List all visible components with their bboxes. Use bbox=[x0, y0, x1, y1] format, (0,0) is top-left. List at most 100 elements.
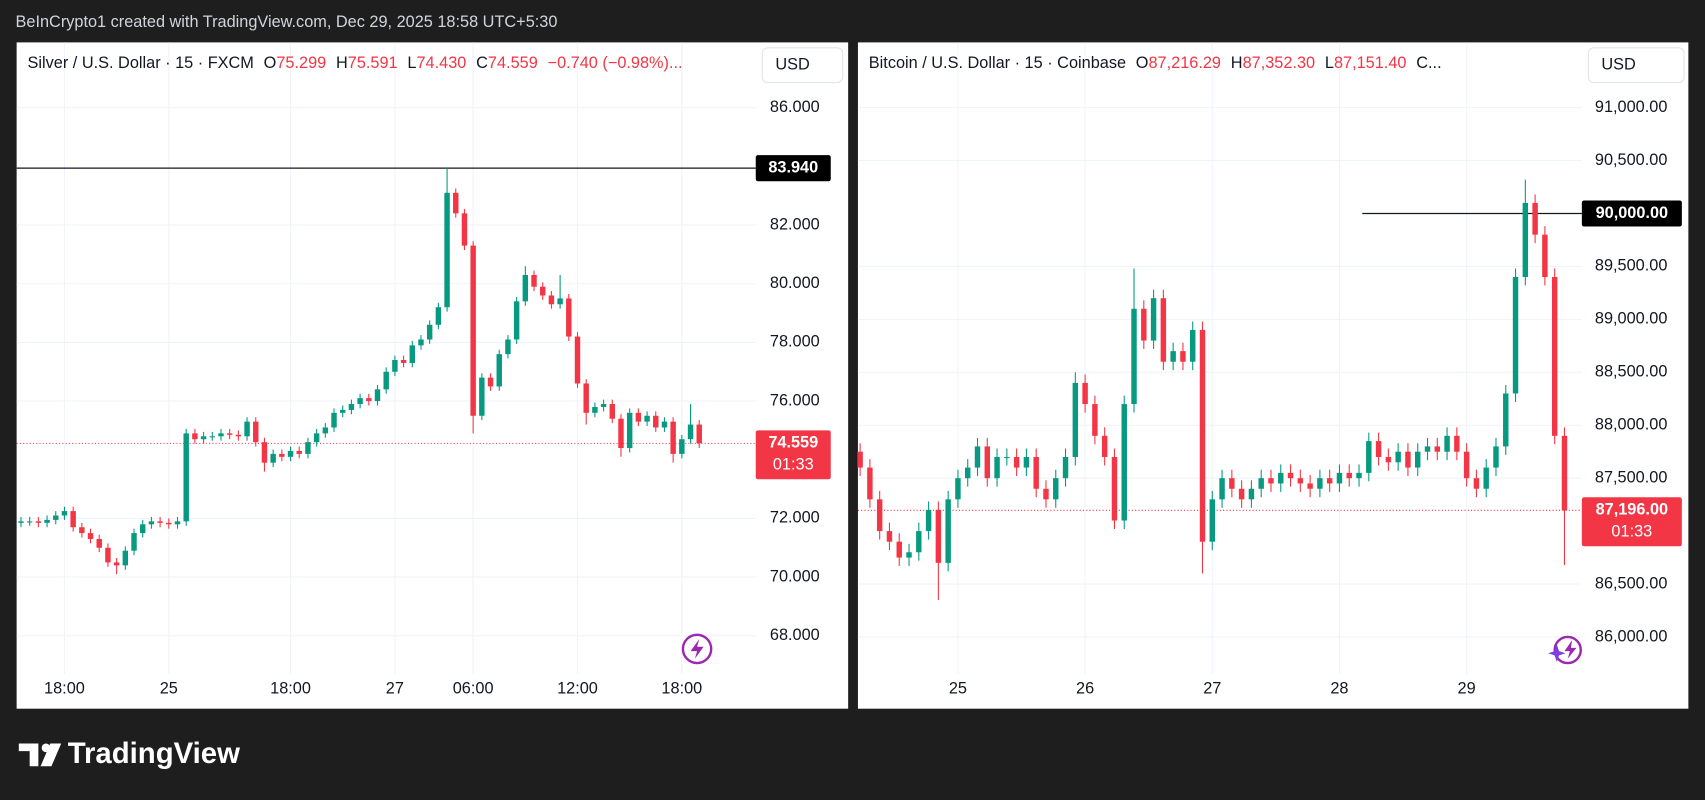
y-tick-label: 86.000 bbox=[770, 98, 820, 116]
last-price-label: 87,196.00 bbox=[1596, 501, 1669, 519]
y-tick-label: 88,000.00 bbox=[1595, 416, 1668, 434]
y-tick-label: 86,500.00 bbox=[1595, 574, 1668, 592]
y-tick-label: 87,500.00 bbox=[1595, 468, 1668, 486]
candle-body bbox=[18, 521, 24, 523]
candle-body bbox=[1219, 478, 1225, 500]
candle-body bbox=[1062, 456, 1069, 479]
candle-body bbox=[1454, 435, 1460, 452]
candle-body bbox=[696, 424, 702, 444]
legend-key: H bbox=[1231, 54, 1243, 72]
candle-body bbox=[209, 436, 215, 438]
candle-body bbox=[235, 434, 242, 437]
legend-symbol: Bitcoin / U.S. Dollar · 15 · Coinbase bbox=[869, 54, 1126, 72]
x-tick-label: 25 bbox=[949, 679, 967, 697]
candle-body bbox=[1268, 478, 1274, 484]
candle-body bbox=[984, 446, 990, 479]
candle-body bbox=[1542, 234, 1548, 278]
candle-body bbox=[1180, 351, 1186, 362]
candle-body bbox=[1493, 446, 1499, 468]
x-tick-label: 28 bbox=[1330, 679, 1348, 697]
x-tick-label: 12:00 bbox=[557, 679, 598, 697]
legend-value: 87,216.29 bbox=[1149, 54, 1222, 72]
candle-body bbox=[857, 451, 863, 468]
last-price-box bbox=[1581, 497, 1682, 547]
candle-body bbox=[1532, 202, 1538, 235]
candle-body bbox=[867, 467, 873, 500]
candle-body bbox=[994, 456, 1000, 479]
legend-value: 74.559 bbox=[488, 54, 538, 72]
currency-label[interactable]: USD bbox=[1601, 56, 1635, 74]
candle-body bbox=[1307, 483, 1313, 489]
legend-key: O bbox=[264, 54, 277, 72]
currency-button[interactable] bbox=[761, 47, 844, 84]
right-lightning-icon bbox=[1548, 635, 1582, 665]
candle-body bbox=[374, 389, 381, 402]
candle-body bbox=[487, 377, 494, 387]
candle-body bbox=[53, 515, 59, 520]
candle-body bbox=[331, 412, 337, 428]
y-tick-label: 68.000 bbox=[770, 626, 820, 644]
candle-body bbox=[540, 286, 546, 296]
candle-body bbox=[261, 442, 268, 463]
x-tick-label: 18:00 bbox=[270, 679, 311, 697]
x-tick-label: 25 bbox=[160, 679, 178, 697]
candle-body bbox=[1229, 478, 1235, 489]
candle-body bbox=[470, 245, 476, 416]
candle-body bbox=[1405, 451, 1411, 468]
candle-body bbox=[935, 509, 942, 563]
candle-body bbox=[305, 442, 311, 454]
candle-body bbox=[1415, 451, 1421, 468]
candle-body bbox=[496, 354, 502, 387]
candle-body bbox=[955, 478, 961, 500]
candle-body bbox=[226, 433, 233, 435]
logo-icon bbox=[18, 743, 62, 767]
candle-body bbox=[479, 377, 485, 416]
candle-body bbox=[1424, 446, 1431, 452]
candle-body bbox=[1503, 393, 1509, 447]
candle-body bbox=[600, 404, 607, 407]
candle-body bbox=[200, 436, 207, 440]
candle-body bbox=[896, 541, 902, 558]
candle-body bbox=[906, 552, 912, 558]
legend-key: C bbox=[476, 54, 488, 72]
candle-body bbox=[965, 467, 971, 479]
candle-body bbox=[218, 433, 224, 437]
currency-button[interactable] bbox=[1587, 47, 1685, 84]
last-price-box bbox=[755, 430, 831, 480]
y-tick-label: 80.000 bbox=[770, 274, 820, 292]
candle-body bbox=[1013, 456, 1020, 468]
x-tick-label: 06:00 bbox=[453, 679, 494, 697]
candle-body bbox=[435, 307, 442, 325]
candle-body bbox=[453, 192, 459, 214]
candle-body bbox=[1131, 308, 1137, 405]
candle-body bbox=[426, 324, 433, 340]
chart: 86,000.00 86,500.00 87,500.00 88,000.00 88,5… bbox=[857, 42, 1685, 697]
candle-body bbox=[357, 398, 363, 405]
legend-key: L bbox=[1325, 54, 1334, 72]
candle-body bbox=[1473, 478, 1480, 489]
y-tick-label: 86,000.00 bbox=[1595, 627, 1668, 645]
legend-tail: −0.740 (−0.98%)... bbox=[548, 54, 683, 72]
legend: Bitcoin / U.S. Dollar · 15 · Coinbase O87… bbox=[869, 54, 1442, 72]
candle-body bbox=[174, 521, 181, 525]
candle-body bbox=[1190, 329, 1196, 362]
candle-body bbox=[1375, 441, 1382, 457]
candle-body bbox=[1336, 472, 1343, 484]
candle-body bbox=[253, 421, 259, 443]
candle-body bbox=[444, 192, 450, 308]
candle-body bbox=[392, 360, 398, 372]
candle-body bbox=[270, 453, 276, 463]
candle-body bbox=[409, 345, 415, 363]
candle-body bbox=[626, 412, 633, 449]
x-tick-label: 26 bbox=[1076, 679, 1094, 697]
candle-body bbox=[113, 562, 120, 566]
candle-body bbox=[687, 424, 694, 440]
last-price-label: 74.559 bbox=[768, 434, 818, 452]
candle-body bbox=[1258, 478, 1264, 489]
level-label: 90,000.00 bbox=[1596, 204, 1669, 222]
candle-body bbox=[1072, 382, 1079, 457]
currency-label[interactable]: USD bbox=[775, 56, 809, 74]
candle-body bbox=[618, 418, 624, 449]
candle-body bbox=[1141, 308, 1147, 341]
candle-body bbox=[1209, 499, 1215, 542]
